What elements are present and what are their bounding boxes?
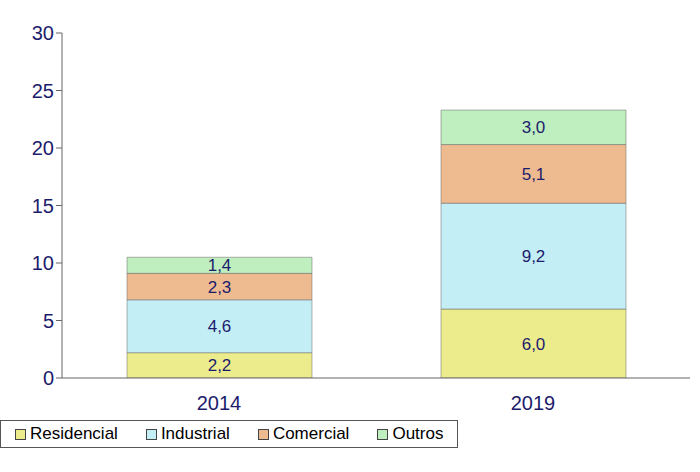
svg-text:30: 30 [32,22,54,44]
svg-text:2,2: 2,2 [208,356,232,375]
svg-text:6,0: 6,0 [522,335,546,354]
svg-text:5: 5 [43,310,54,332]
svg-text:0: 0 [43,367,54,389]
svg-text:20: 20 [32,137,54,159]
svg-text:10: 10 [32,252,54,274]
svg-text:5,1: 5,1 [522,165,546,184]
html-text:Industrial: Industrial [160,424,230,443]
svg-text:25: 25 [32,80,54,102]
svg-text:2,3: 2,3 [208,278,232,297]
svg-text:2019: 2019 [511,392,556,414]
svg-text:4,6: 4,6 [208,317,232,336]
html-text:Outros: Outros [392,424,444,443]
svg-text:1,4: 1,4 [208,256,232,275]
svg-text:3,0: 3,0 [522,118,546,137]
svg-text:2014: 2014 [197,392,242,414]
svg-text:9,2: 9,2 [522,247,546,266]
html-text:Residencial: Residencial [30,424,118,443]
html-text:Comercial: Comercial [272,424,350,443]
svg-text:15: 15 [32,195,54,217]
